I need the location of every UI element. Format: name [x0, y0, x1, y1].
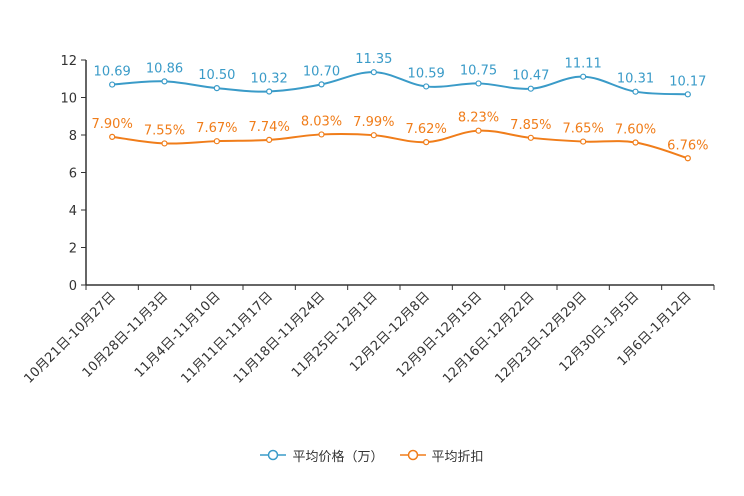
data-label: 10.86 — [146, 61, 183, 76]
series-line — [112, 71, 688, 96]
legend: 平均价格（万） 平均折扣 — [0, 444, 744, 466]
line-chart: 02468101210月21日-10月27日10月28日-11月3日11月4日-… — [22, 52, 715, 387]
x-tick-label: 12月23日-12月29日 — [493, 289, 590, 386]
data-point — [684, 155, 691, 162]
data-label: 7.74% — [249, 120, 290, 135]
data-point — [161, 140, 168, 147]
data-point — [423, 83, 430, 90]
data-point — [109, 133, 116, 140]
data-label: 7.60% — [615, 123, 656, 138]
data-label: 10.50 — [198, 68, 235, 83]
data-point — [266, 88, 273, 95]
data-label: 7.65% — [563, 122, 604, 137]
data-point — [527, 134, 534, 141]
data-label: 11.35 — [355, 52, 392, 67]
data-point — [475, 127, 482, 134]
data-point — [684, 91, 691, 98]
x-tick-label: 10月21日-10月27日 — [22, 289, 119, 386]
data-label: 7.55% — [144, 123, 185, 138]
data-label: 10.31 — [617, 72, 654, 87]
data-label: 7.90% — [92, 117, 133, 132]
series-line — [112, 129, 689, 160]
data-point — [475, 80, 482, 87]
legend-item-price[interactable]: 平均价格（万） — [260, 446, 384, 465]
data-point — [318, 81, 325, 88]
data-label: 10.47 — [512, 69, 549, 84]
legend-line-circle-icon — [260, 449, 287, 461]
data-point — [213, 85, 220, 92]
y-tick-label: 10 — [60, 92, 77, 107]
data-label: 10.17 — [669, 74, 706, 89]
y-tick-label: 6 — [69, 167, 77, 182]
data-point — [266, 136, 273, 143]
data-label: 7.99% — [353, 115, 394, 130]
data-label: 6.76% — [667, 138, 708, 153]
data-point — [109, 81, 116, 88]
y-tick-label: 0 — [69, 279, 77, 294]
legend-line-circle-icon — [399, 449, 426, 461]
y-tick-label: 12 — [60, 54, 77, 69]
data-point — [580, 73, 587, 80]
legend-label-discount: 平均折扣 — [431, 449, 484, 465]
legend-item-discount[interactable]: 平均折扣 — [399, 446, 484, 465]
data-label: 7.85% — [510, 118, 551, 133]
data-point — [423, 139, 430, 146]
legend-label-price: 平均价格（万） — [292, 449, 384, 465]
data-point — [632, 88, 639, 95]
data-label: 10.69 — [94, 65, 131, 80]
data-label: 10.59 — [408, 66, 445, 81]
data-label: 8.23% — [458, 111, 499, 126]
data-point — [318, 131, 325, 138]
data-point — [527, 85, 534, 92]
y-tick-label: 8 — [69, 129, 77, 144]
x-tick-label: 11月11日-11月17日 — [179, 289, 276, 386]
x-tick-label: 11月18日-11月24日 — [231, 289, 328, 386]
x-tick-label: 12月16日-12月22日 — [440, 289, 537, 386]
data-point — [161, 78, 168, 85]
data-point — [213, 138, 220, 145]
y-tick-label: 2 — [69, 242, 77, 257]
data-label: 7.62% — [406, 122, 447, 137]
data-label: 10.70 — [303, 64, 340, 79]
data-label: 8.03% — [301, 114, 342, 129]
data-label: 10.75 — [460, 63, 497, 78]
data-label: 10.32 — [251, 72, 288, 87]
data-label: 11.11 — [565, 57, 602, 72]
data-point — [580, 138, 587, 145]
data-point — [632, 139, 639, 146]
data-point — [370, 69, 377, 76]
y-tick-label: 4 — [69, 204, 77, 219]
data-label: 7.67% — [196, 121, 237, 136]
data-point — [370, 132, 377, 139]
